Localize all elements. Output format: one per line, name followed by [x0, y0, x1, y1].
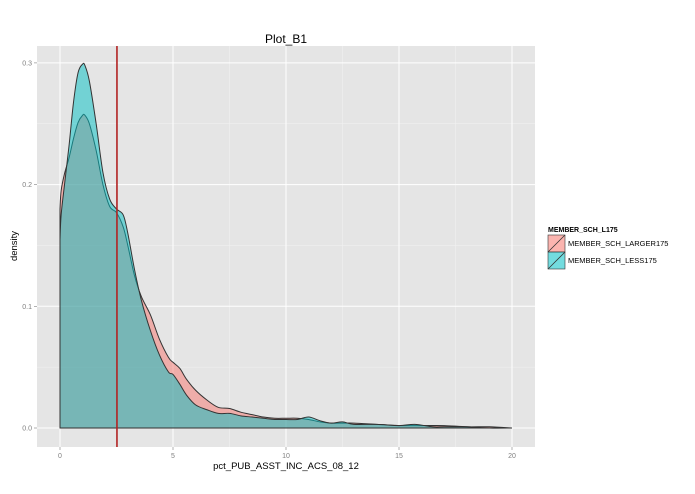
legend-label-less175: MEMBER_SCH_LESS175	[568, 256, 657, 265]
density-series	[59, 62, 513, 429]
svg-text:20: 20	[508, 453, 516, 460]
svg-text:5: 5	[171, 453, 175, 460]
legend-item-larger175[interactable]: MEMBER_SCH_LARGER175	[547, 234, 668, 253]
svg-text:0.0: 0.0	[22, 426, 32, 433]
svg-text:0.3: 0.3	[22, 60, 32, 67]
legend-slash-icon	[547, 251, 566, 270]
legend-title: MEMBER_SCH_L175	[548, 227, 618, 234]
svg-text:10: 10	[282, 453, 290, 460]
svg-text:0.2: 0.2	[22, 182, 32, 189]
legend-slash-icon	[547, 234, 566, 253]
chart-title: Plot_B1	[265, 32, 307, 46]
major-gridlines	[37, 46, 535, 447]
legend: MEMBER_SCH_L175 MEMBER_SCH_LARGER175 MEM…	[547, 227, 668, 270]
svg-text:0.1: 0.1	[22, 304, 32, 311]
x-axis-ticks: 0 5 10 15 20	[58, 447, 516, 460]
legend-item-less175[interactable]: MEMBER_SCH_LESS175	[547, 251, 657, 270]
y-axis-label: density	[9, 231, 20, 261]
x-axis-label: pct_PUB_ASST_INC_ACS_08_12	[213, 461, 359, 472]
svg-text:15: 15	[395, 453, 403, 460]
legend-label-larger175: MEMBER_SCH_LARGER175	[568, 239, 668, 248]
y-axis-ticks: 0.0 0.1 0.2 0.3	[22, 60, 37, 433]
density-area-less175	[59, 62, 513, 429]
svg-text:0: 0	[58, 453, 62, 460]
